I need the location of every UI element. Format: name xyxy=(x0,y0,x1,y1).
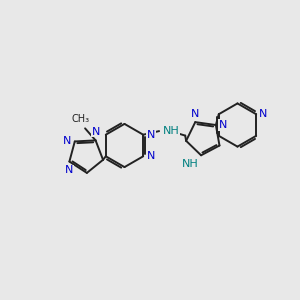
Text: N: N xyxy=(191,109,200,118)
Text: N: N xyxy=(259,109,268,119)
Text: N: N xyxy=(63,136,71,146)
Text: N: N xyxy=(147,151,155,161)
Text: NH: NH xyxy=(163,126,179,136)
Text: N: N xyxy=(219,120,227,130)
Text: CH₃: CH₃ xyxy=(71,114,90,124)
Text: N: N xyxy=(147,130,155,140)
Text: N: N xyxy=(65,165,74,175)
Text: NH: NH xyxy=(182,159,199,169)
Text: N: N xyxy=(92,127,100,137)
